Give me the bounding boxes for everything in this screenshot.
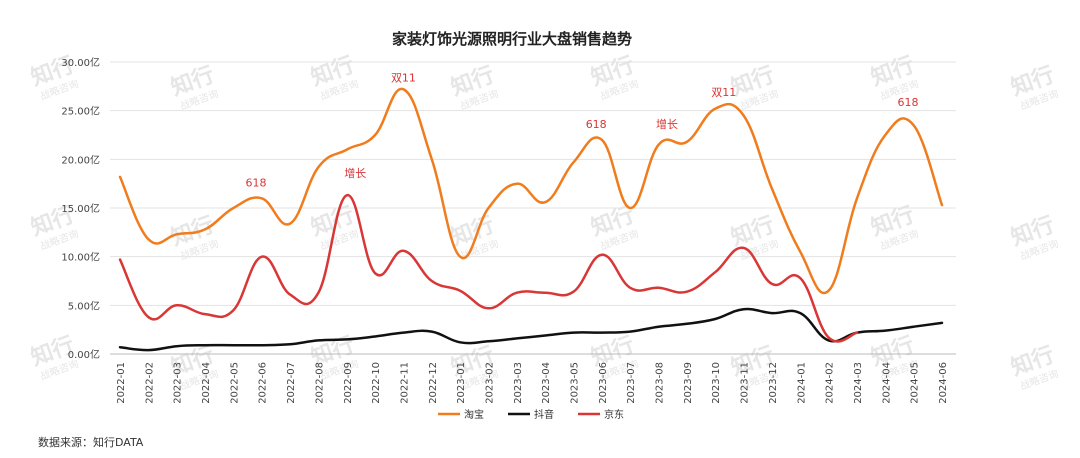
x-tick-label: 2022-09 [343,362,354,404]
x-tick-label: 2023-04 [541,362,552,404]
x-tick-label: 2022-01 [116,362,127,404]
x-tick-label: 2023-08 [655,362,666,404]
y-tick-label: 20.00亿 [61,153,100,166]
legend-label: 京东 [604,408,624,421]
x-tick-label: 2022-12 [428,362,439,404]
y-tick-label: 15.00亿 [61,202,100,215]
x-tick-label: 2022-04 [201,362,212,404]
x-tick-label: 2023-05 [570,362,581,404]
x-tick-label: 2024-03 [853,362,864,404]
x-tick-label: 2024-04 [881,362,892,404]
x-tick-label: 2023-07 [626,362,637,404]
annotation-label: 增长 [656,117,678,131]
x-axis-tick-labels: 2022-01 2022-02 2022-03 2022-04 2022-05 2022-… [116,362,949,404]
y-tick-label: 0.00亿 [68,348,100,361]
x-tick-label: 2022-08 [314,362,325,404]
x-tick-label: 2024-05 [910,362,921,404]
x-tick-label: 2022-11 [399,362,410,404]
x-tick-label: 2022-03 [173,362,184,404]
y-tick-label: 30.00亿 [61,56,100,69]
x-tick-label: 2022-07 [286,362,297,404]
x-tick-label: 2022-02 [144,362,155,404]
x-tick-label: 2023-12 [768,362,779,404]
annotation-label: 618 [246,177,267,190]
x-tick-label: 2023-09 [683,362,694,404]
data-source-note: 数据来源：知行DATA [38,436,144,449]
x-tick-label: 2022-10 [371,362,382,404]
y-tick-label: 10.00亿 [61,251,100,264]
x-tick-label: 2024-02 [825,362,836,404]
annotation-label: 双11 [391,71,416,84]
gridlines [110,61,956,306]
annotation-label: 增长 [344,166,366,180]
y-tick-label: 5.00亿 [68,299,100,312]
x-tick-label: 2023-06 [598,362,609,404]
series-line-京东 [118,194,859,343]
annotation-label: 618 [586,118,607,131]
series-line-淘宝 [118,87,944,295]
x-tick-label: 2023-01 [456,362,467,404]
x-tick-label: 2023-11 [740,362,751,404]
series-lines [118,87,944,352]
legend-label: 抖音 [534,408,554,421]
x-tick-label: 2023-02 [484,362,495,404]
x-tick-label: 2022-06 [258,362,269,404]
x-tick-label: 2024-01 [796,362,807,404]
chart-legend: 淘宝 抖音 京东 [438,408,624,421]
y-tick-label: 25.00亿 [61,105,100,118]
series-line-抖音 [118,307,944,352]
chart-annotations: 618 增长 双11 618 增长 双11 618 [246,71,919,189]
y-axis-tick-labels: 0.00亿 5.00亿 10.00亿 15.00亿 20.00亿 25.00亿 30.00亿 [61,56,100,361]
chart-title: 家装灯饰光源照明行业大盘销售趋势 [392,30,632,48]
legend-label: 淘宝 [464,408,484,421]
annotation-label: 618 [897,96,918,109]
annotation-label: 双11 [711,86,736,99]
x-tick-label: 2023-03 [513,362,524,404]
x-tick-label: 2022-05 [229,362,240,404]
x-tick-label: 2024-06 [938,362,949,404]
x-tick-label: 2023-10 [711,362,722,404]
